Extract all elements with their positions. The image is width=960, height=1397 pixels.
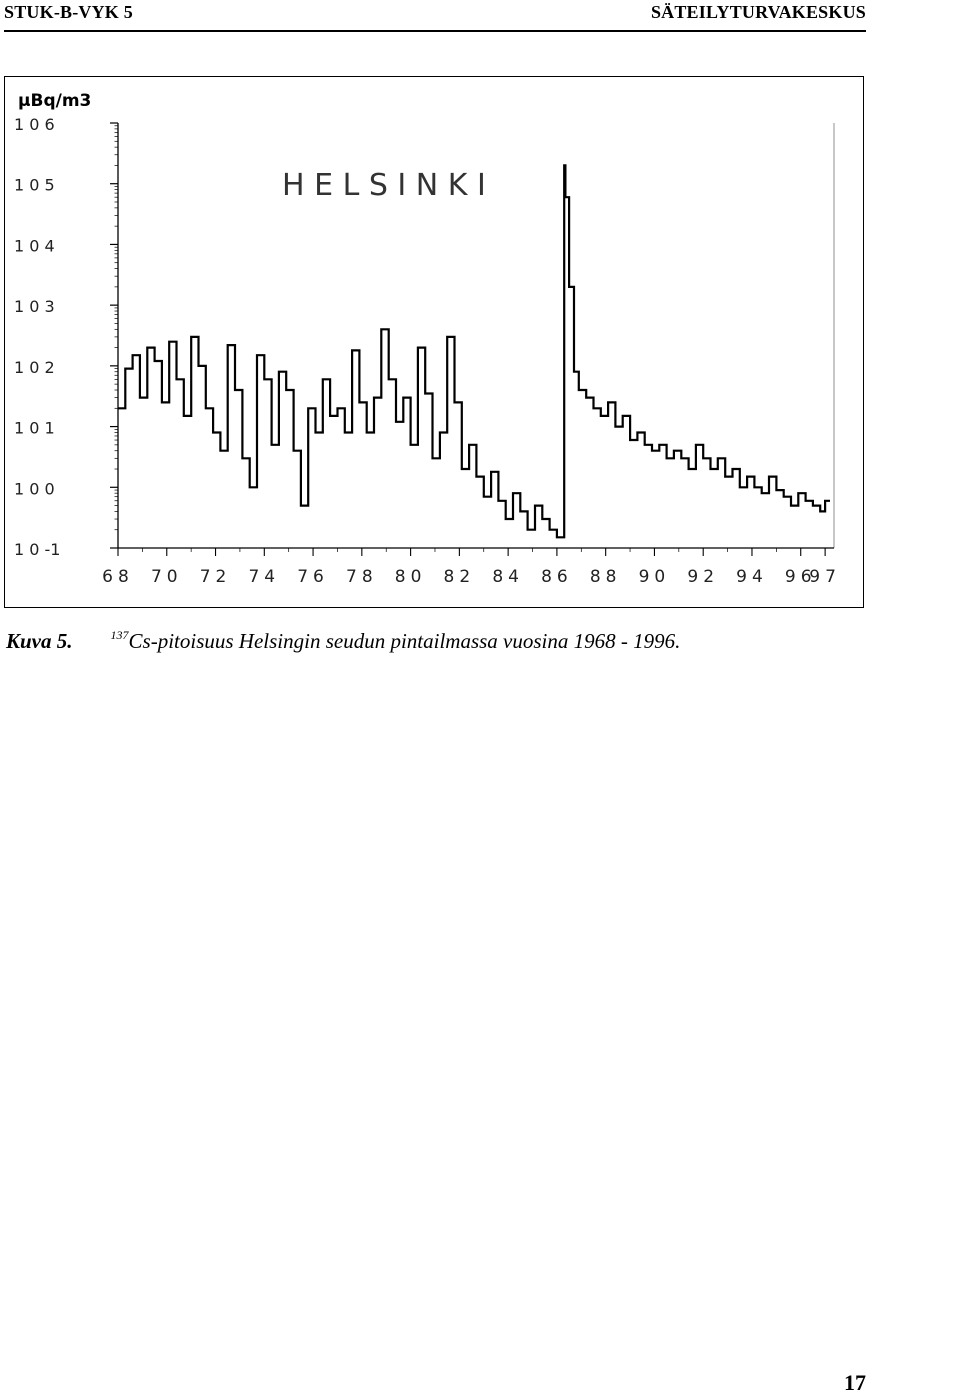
y-axis-label: µBq/m3 xyxy=(18,91,91,111)
x-tick-label: 72 xyxy=(200,567,232,587)
x-tick-label: 68 xyxy=(102,567,134,587)
x-tick-label: 82 xyxy=(444,567,476,587)
caption-superscript: 137 xyxy=(110,628,129,642)
y-tick-label: 1 0 2 xyxy=(14,358,55,377)
x-tick-label: 78 xyxy=(346,567,378,587)
cs137-chart: µBq/m3 H E L S I N K I 1 0 61 0 51 0 41 … xyxy=(14,91,841,587)
page-number: 17 xyxy=(844,1370,866,1395)
x-tick-label: 86 xyxy=(541,567,573,587)
y-tick-label: 1 0 6 xyxy=(14,115,55,134)
x-tick-label: 97 xyxy=(809,567,841,587)
y-tick-label: 1 0 -1 xyxy=(14,540,60,559)
y-tick-label: 1 0 1 xyxy=(14,419,55,438)
y-tick-label: 1 0 5 xyxy=(14,176,55,195)
x-tick-label: 80 xyxy=(395,567,427,587)
x-tick-label: 92 xyxy=(687,567,719,587)
y-tick-label: 1 0 3 xyxy=(14,297,55,316)
chart-title: H E L S I N K I xyxy=(282,168,486,203)
x-tick-label: 76 xyxy=(297,567,329,587)
caption-text: Cs-pitoisuus Helsingin seudun pintailmas… xyxy=(128,629,681,653)
series-line xyxy=(118,164,830,539)
chart-frame xyxy=(4,76,864,608)
plot-area xyxy=(118,164,830,539)
x-tick-label: 94 xyxy=(736,567,768,587)
x-tick-label: 84 xyxy=(492,567,524,587)
caption-label: Kuva 5. xyxy=(6,629,73,653)
y-axis: 1 0 6 1 0 5 1 0 4 1 0 3 1 0 2 1 0 1 1 0 0 1 0 -… xyxy=(14,115,835,559)
running-header-left: STUK-B-VYK 5 xyxy=(4,2,133,22)
x-tick-label: 74 xyxy=(248,567,280,587)
figure-caption: Kuva 5. 137Cs-pitoisuus Helsingin seudun … xyxy=(6,628,680,654)
header-rule xyxy=(4,30,866,32)
y-tick-label: 1 0 0 xyxy=(14,479,55,498)
running-header-right: SÄTEILYTURVAKESKUS xyxy=(650,2,866,22)
x-tick-label: 88 xyxy=(590,567,622,587)
y-tick-label: 1 0 4 xyxy=(14,236,55,255)
x-tick-label: 90 xyxy=(639,567,671,587)
x-tick-label: 96 xyxy=(785,567,817,587)
x-tick-label: 70 xyxy=(151,567,183,587)
